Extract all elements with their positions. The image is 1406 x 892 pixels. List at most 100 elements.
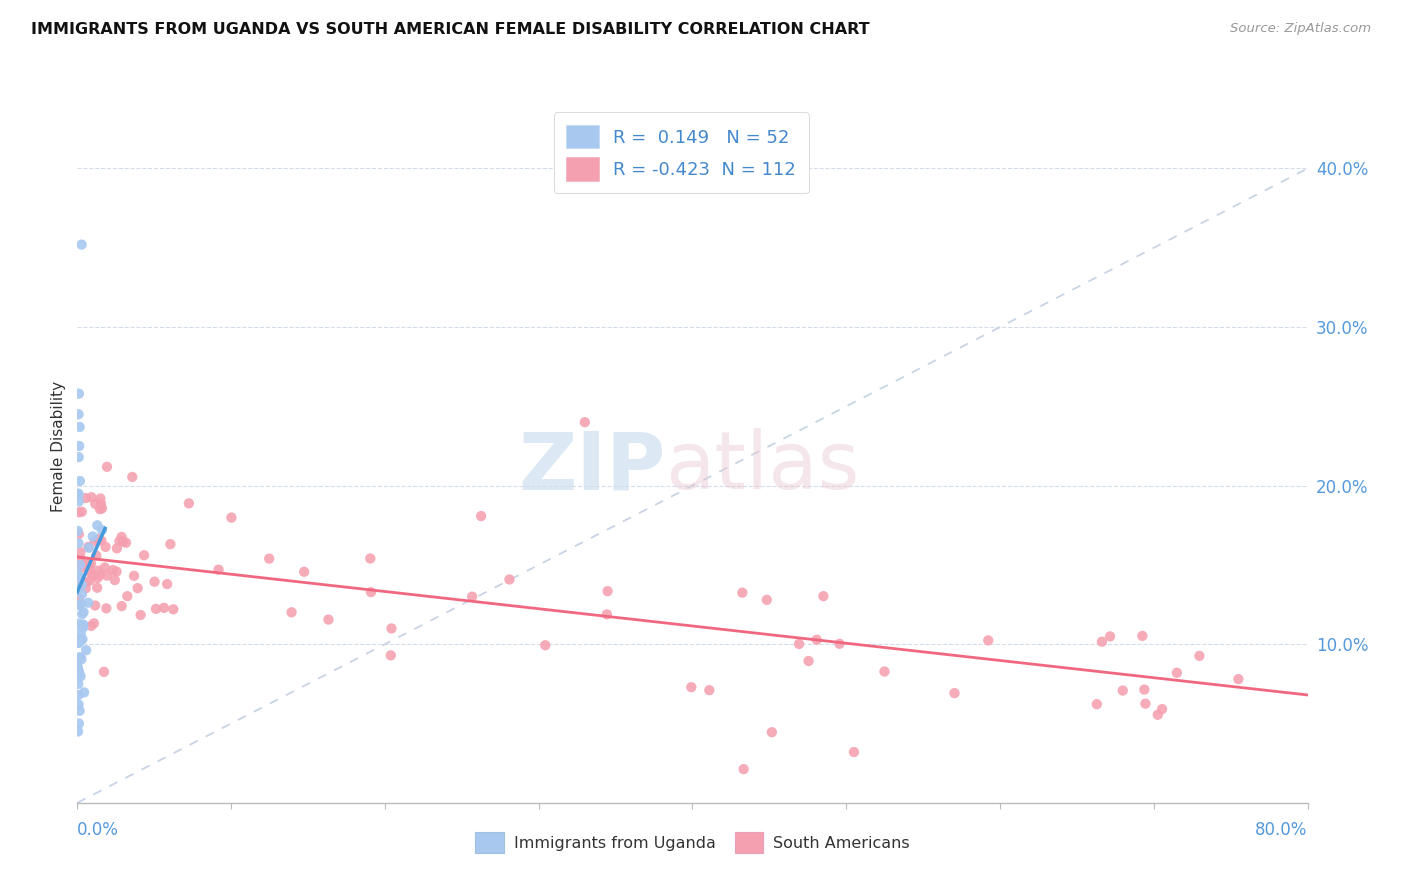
Point — [111, 599, 134, 613]
Point — [122, 569, 145, 583]
Point — [67, 724, 90, 739]
Point — [70, 552, 93, 566]
Point — [70, 587, 93, 601]
Point — [67, 558, 90, 572]
Point — [873, 665, 896, 679]
Point — [69, 650, 91, 665]
Point — [596, 584, 619, 599]
Point — [159, 537, 181, 551]
Point — [70, 597, 93, 611]
Point — [67, 636, 90, 650]
Point — [70, 652, 93, 666]
Point — [72, 560, 94, 574]
Point — [977, 633, 1000, 648]
Point — [94, 540, 117, 554]
Point — [67, 439, 90, 453]
Point — [292, 565, 315, 579]
Point — [842, 745, 865, 759]
Point — [115, 535, 138, 549]
Point — [72, 605, 94, 619]
Point — [72, 558, 94, 572]
Point — [806, 632, 828, 647]
Point — [755, 592, 778, 607]
Point — [104, 573, 127, 587]
Point — [73, 685, 96, 699]
Point — [67, 527, 90, 541]
Point — [80, 557, 103, 571]
Point — [733, 762, 755, 776]
Point — [79, 574, 101, 588]
Point — [72, 632, 94, 647]
Point — [67, 597, 90, 611]
Point — [86, 549, 108, 563]
Point — [66, 633, 89, 648]
Point — [93, 560, 115, 574]
Point — [1085, 697, 1108, 711]
Point — [82, 529, 104, 543]
Point — [69, 669, 91, 683]
Point — [67, 698, 90, 712]
Point — [699, 683, 721, 698]
Point — [86, 571, 108, 585]
Text: 0.0%: 0.0% — [77, 821, 120, 838]
Point — [87, 564, 110, 578]
Point — [77, 541, 100, 555]
Point — [77, 540, 100, 554]
Point — [67, 663, 90, 677]
Point — [1130, 629, 1153, 643]
Legend: Immigrants from Uganda, South Americans: Immigrants from Uganda, South Americans — [468, 826, 917, 859]
Point — [66, 616, 89, 631]
Point — [1166, 665, 1188, 680]
Point — [380, 648, 402, 663]
Point — [797, 654, 820, 668]
Point — [67, 505, 90, 519]
Point — [470, 509, 492, 524]
Point — [1146, 707, 1168, 722]
Point — [89, 568, 111, 582]
Point — [84, 599, 107, 613]
Point — [162, 602, 184, 616]
Point — [72, 617, 94, 632]
Point — [70, 505, 93, 519]
Point — [66, 651, 89, 665]
Point — [1152, 702, 1174, 716]
Point — [761, 725, 783, 739]
Point — [318, 613, 340, 627]
Text: 80.0%: 80.0% — [1256, 821, 1308, 838]
Point — [731, 585, 754, 599]
Point — [69, 626, 91, 640]
Point — [77, 596, 100, 610]
Point — [75, 491, 97, 505]
Point — [86, 518, 108, 533]
Point — [67, 494, 90, 508]
Point — [153, 600, 176, 615]
Point — [111, 530, 134, 544]
Point — [89, 491, 111, 506]
Point — [101, 563, 124, 577]
Point — [105, 541, 128, 556]
Point — [105, 565, 128, 579]
Point — [1112, 683, 1135, 698]
Point — [380, 622, 402, 636]
Point — [96, 601, 118, 615]
Point — [67, 488, 90, 502]
Point — [70, 607, 93, 621]
Text: atlas: atlas — [665, 428, 859, 507]
Point — [177, 496, 200, 510]
Point — [77, 558, 100, 573]
Point — [67, 677, 90, 691]
Point — [127, 581, 149, 595]
Point — [1227, 672, 1250, 686]
Point — [117, 589, 139, 603]
Point — [221, 510, 243, 524]
Point — [89, 502, 111, 516]
Point — [69, 570, 91, 584]
Point — [83, 616, 105, 631]
Point — [90, 523, 114, 537]
Point — [90, 497, 112, 511]
Point — [257, 551, 280, 566]
Point — [93, 665, 115, 679]
Point — [129, 607, 152, 622]
Point — [91, 501, 114, 516]
Point — [67, 655, 90, 669]
